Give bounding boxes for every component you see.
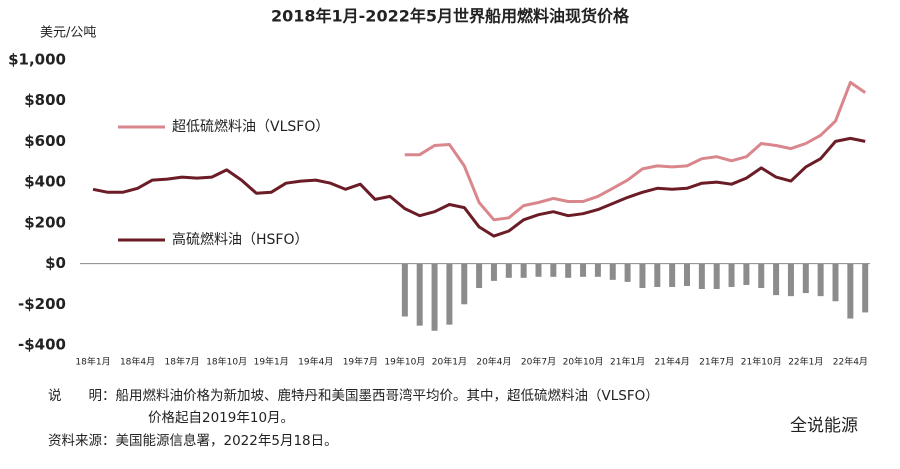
x-tick-label: 18年7月: [165, 356, 200, 368]
bar: [624, 263, 631, 282]
y-tick-label: $800: [24, 91, 66, 109]
bar: [416, 263, 423, 326]
line: [92, 136, 866, 238]
x-tick-label: 21年7月: [699, 356, 734, 368]
x-tick-label: 22年1月: [788, 356, 823, 368]
watermark: 全说能源: [790, 416, 858, 436]
chart-title: 2018年1月-2022年5月世界船用燃料油现货价格: [271, 7, 630, 26]
bar: [698, 263, 705, 290]
bar: [669, 263, 676, 287]
bar: [565, 263, 572, 278]
bar: [476, 263, 483, 288]
bar: [832, 263, 839, 302]
x-tick-label: 22年4月: [833, 356, 868, 368]
bar: [713, 263, 720, 290]
x-tick-label: 21年4月: [655, 356, 690, 368]
line: [404, 80, 867, 222]
bar: [847, 263, 854, 319]
bar: [609, 263, 616, 280]
y-tick-label: $1,000: [8, 51, 66, 69]
x-tick-label: 19年10月: [384, 356, 425, 368]
x-tick-label: 19年4月: [298, 356, 333, 368]
bar: [802, 263, 809, 294]
bar: [505, 263, 512, 278]
x-tick-label: 21年10月: [741, 356, 782, 368]
bar: [490, 263, 497, 281]
x-tick-label: 19年7月: [343, 356, 378, 368]
bar: [535, 263, 542, 277]
legend-label: 超低硫燃料油（VLSFO）: [172, 118, 329, 135]
bar: [639, 263, 646, 288]
x-tick-label: 18年4月: [120, 356, 155, 368]
y-tick-label: -$200: [18, 295, 66, 313]
bar: [580, 263, 587, 277]
x-tick-label: 20年1月: [432, 356, 467, 368]
y-tick-label: $200: [24, 213, 66, 231]
bar: [461, 263, 468, 305]
bar: [550, 263, 557, 277]
y-tick-label: $0: [45, 254, 66, 272]
legend-label: 高硫燃料油（HSFO）: [172, 231, 309, 248]
x-tick-label: 19年1月: [254, 356, 289, 368]
bar: [743, 263, 750, 285]
x-tick-label: 20年10月: [563, 356, 604, 368]
bar: [817, 263, 824, 297]
bar: [446, 263, 453, 325]
y-axis-label: 美元/公吨: [40, 26, 96, 41]
bar: [728, 263, 735, 287]
bar: [862, 263, 869, 313]
bar: [594, 263, 601, 277]
bar: [520, 263, 527, 278]
bar: [684, 263, 690, 286]
x-tick-label: 21年1月: [610, 356, 645, 368]
x-tick-label: 20年7月: [521, 356, 556, 368]
note: 价格起自2019年10月。: [148, 410, 294, 426]
bar: [654, 263, 661, 287]
bar: [773, 263, 780, 296]
x-tick-label: 18年10月: [206, 356, 247, 368]
bar: [758, 263, 765, 288]
bar: [401, 263, 408, 317]
y-tick-label: -$400: [18, 336, 66, 354]
y-tick-label: $600: [24, 132, 66, 150]
x-tick-label: 20年4月: [476, 356, 511, 368]
bar: [431, 263, 438, 331]
note: 说 明：船用燃料油价格为新加坡、鹿特丹和美国墨西哥湾平均价。其中，超低硫燃料油（…: [48, 387, 659, 404]
y-tick-label: $400: [24, 173, 66, 191]
x-tick-label: 18年1月: [75, 356, 110, 368]
source: 资料来源：美国能源信息署，2022年5月18日。: [48, 432, 338, 449]
bar: [787, 263, 794, 297]
